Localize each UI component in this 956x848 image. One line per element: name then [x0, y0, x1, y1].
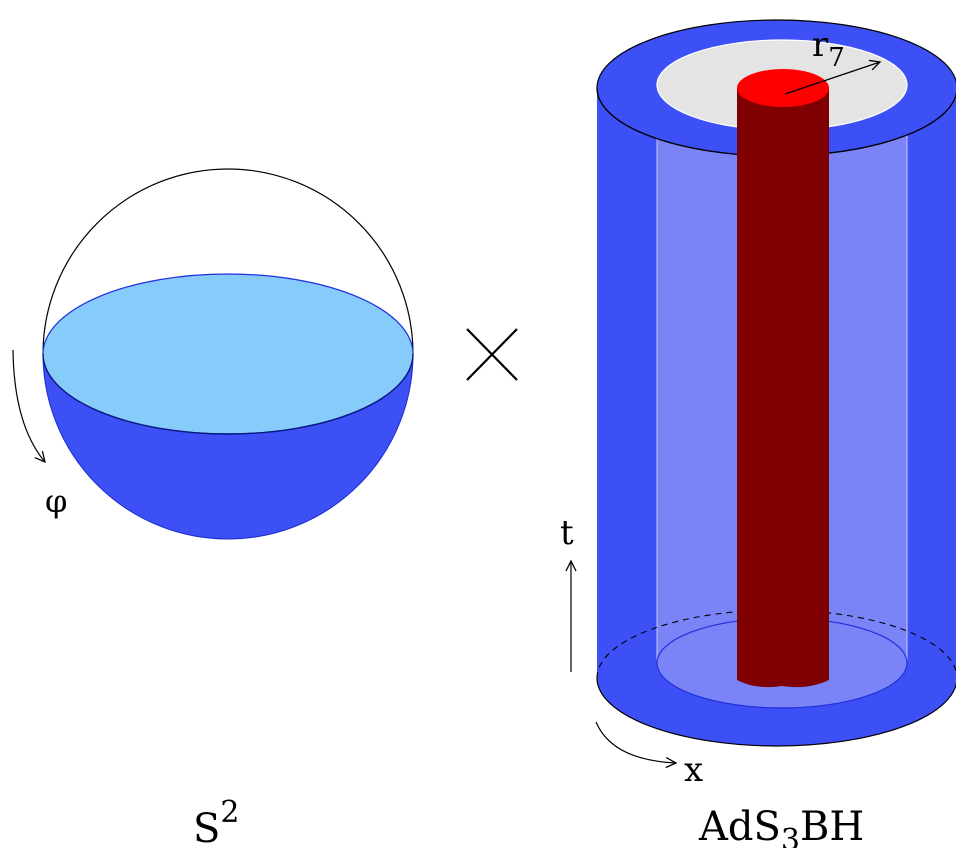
s2-caption-sup: 2: [220, 795, 239, 830]
sphere-s2: [43, 169, 413, 539]
s2-caption: S2: [193, 795, 240, 848]
r-label-base: r: [812, 25, 829, 65]
r-label-sub: 7: [828, 43, 845, 73]
times-icon: [467, 329, 517, 380]
ads3bh-caption-sub: 3: [781, 823, 800, 848]
black-hole-rod: [737, 88, 829, 687]
t-label: t: [560, 513, 574, 553]
ads3bh-caption: AdS3BH: [698, 804, 864, 848]
ads3bh-caption-pre: AdS: [698, 804, 781, 848]
ads3bh-caption-post: BH: [800, 804, 864, 848]
phi-curved-arrow-icon: [13, 350, 45, 462]
x-label: x: [684, 750, 703, 790]
s2-caption-base: S: [193, 806, 220, 848]
equator-disk: [43, 274, 413, 434]
cylinder-ads3bh: [597, 20, 956, 746]
phi-label: φ: [45, 482, 67, 520]
black-hole-rod-cap: [737, 69, 829, 107]
